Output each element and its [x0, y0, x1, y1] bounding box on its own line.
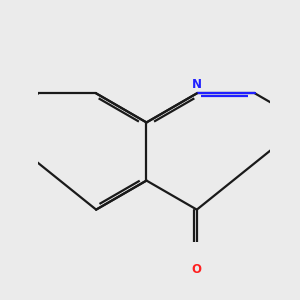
Text: N: N [192, 78, 202, 91]
Text: O: O [192, 263, 202, 276]
